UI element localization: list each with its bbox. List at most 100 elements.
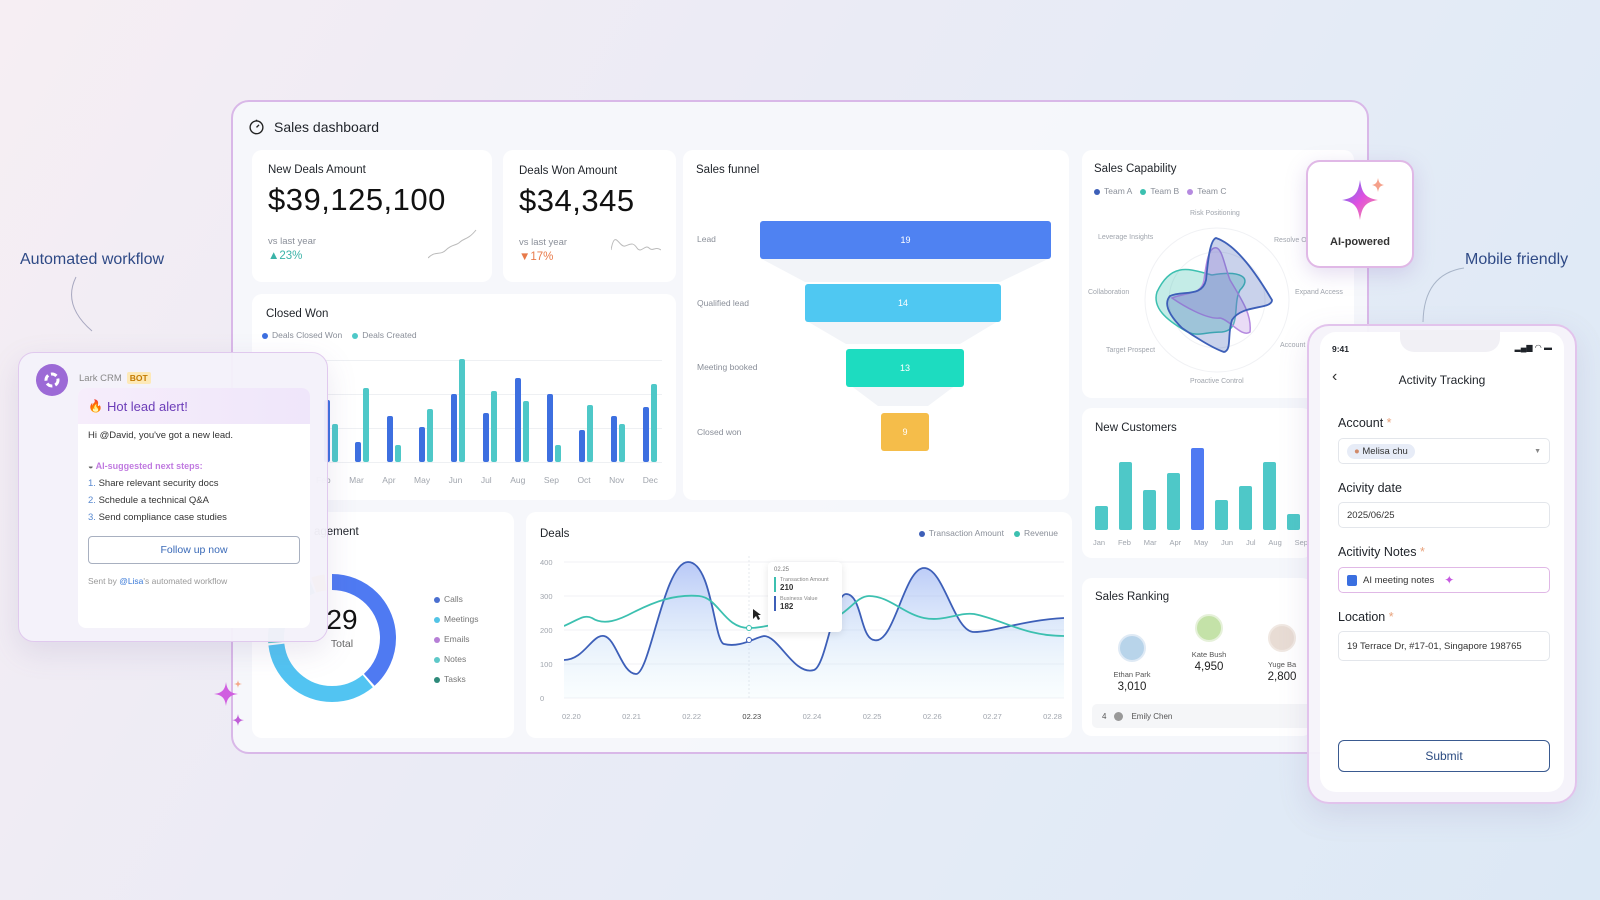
card-title: Closed Won <box>266 308 329 320</box>
card-title: Sales Ranking <box>1095 591 1170 603</box>
funnel-bar-meeting[interactable]: 13 <box>846 349 964 387</box>
ranking-person[interactable]: Yuge Ba 2,800 <box>1252 624 1312 683</box>
funnel-bar-qualified[interactable]: 14 <box>805 284 1001 322</box>
new-deals-card[interactable]: New Deals Amount $39,125,100 vs last yea… <box>252 150 492 282</box>
legend-item[interactable]: Deals Closed Won <box>262 330 342 340</box>
legend-item[interactable]: Tasks <box>434 674 479 684</box>
ranking-person[interactable]: Kate Bush 4,950 <box>1179 614 1239 673</box>
legend-item[interactable]: Deals Created <box>352 330 417 340</box>
mobile-screen: 9:41 ▂▄▆ ◠ ▬ ‹ Activity Tracking Account… <box>1320 330 1564 792</box>
legend-item[interactable]: Calls <box>434 594 479 604</box>
funnel-label: Lead <box>697 234 716 244</box>
new-customers-card: New Customers Jan Feb Mar Apr May Jun Jul Aug Se… <box>1082 408 1312 558</box>
capability-legend: Team A Team B Team C <box>1094 186 1226 196</box>
account-label: Account * <box>1338 416 1392 430</box>
sparkline <box>611 239 661 251</box>
account-select[interactable]: ● Melisa chu ▼ <box>1338 438 1550 464</box>
card-title: Sales Capability <box>1094 163 1177 175</box>
radar-chart <box>1144 227 1290 373</box>
card-title: Deals Won Amount <box>519 165 618 177</box>
ai-badge-label: AI-powered <box>1330 236 1390 248</box>
callout-mobile-friendly: Mobile friendly <box>1465 251 1569 268</box>
phone-notch <box>1400 330 1500 352</box>
card-title: New Customers <box>1095 422 1177 434</box>
chart-tooltip: 02.25 Transaction Amount 210 Business Va… <box>768 562 842 632</box>
status-icons: ▂▄▆ ◠ ▬ <box>1514 343 1552 352</box>
avatar <box>1118 634 1146 662</box>
avatar <box>1268 624 1296 652</box>
change-up: ▲23% <box>268 250 303 262</box>
status-time: 9:41 <box>1332 344 1350 354</box>
legend-item[interactable]: Emails <box>434 634 479 644</box>
card-title: Deals <box>540 528 570 540</box>
deals-line-chart <box>564 556 1064 699</box>
ranking-row[interactable]: 4 Emily Chen <box>1092 704 1312 728</box>
chat-footer: Sent by @Lisa's automated workflow <box>88 576 228 586</box>
axis-label: Resolve O <box>1274 237 1307 244</box>
sparkle-decoration-icon <box>214 680 244 726</box>
notes-label: Acitivity Notes * <box>1338 545 1425 559</box>
legend-item[interactable]: Meetings <box>434 614 479 624</box>
screen-title: Activity Tracking <box>1398 373 1486 387</box>
dashboard-header: Sales dashboard <box>248 118 379 135</box>
legend-item[interactable]: Transaction Amount <box>918 528 1004 538</box>
sales-funnel-card: Sales funnel Lead 19 Qualified lead 14 M… <box>683 150 1069 500</box>
closed-won-legend: Deals Closed Won Deals Created <box>262 330 417 340</box>
greeting-text: Hi @David, you've got a new lead. <box>88 430 234 441</box>
x-axis: 02.20 02.21 02.22 02.23 02.24 02.25 02.26 02.27… <box>562 712 1062 721</box>
ai-powered-badge: AI-powered <box>1306 160 1414 268</box>
submit-button[interactable]: Submit <box>1338 740 1550 772</box>
card-title: New Deals Amount <box>268 164 366 176</box>
avatar <box>1195 614 1223 642</box>
step-item: 1. Share relevant security docs <box>88 478 219 489</box>
account-chip: ● Melisa chu <box>1347 443 1415 459</box>
axis-label: Proactive Control <box>1190 378 1244 385</box>
deals-won-card[interactable]: Deals Won Amount $34,345 vs last year ▼1… <box>503 150 676 282</box>
funnel-bar-closed[interactable]: 9 <box>881 413 929 451</box>
callout-automated-workflow: Automated workflow <box>20 251 165 268</box>
ai-sparkle-icon[interactable]: ✦ <box>1444 573 1455 587</box>
notes-input[interactable]: AI meeting notes ✦ <box>1338 567 1550 593</box>
avatar <box>1114 711 1124 721</box>
kpi-value: $39,125,100 <box>268 182 446 217</box>
legend-item[interactable]: Notes <box>434 654 479 664</box>
legend-item[interactable]: Revenue <box>1013 528 1058 538</box>
callout-connector-right <box>1422 267 1465 323</box>
axis-label: Account <box>1280 342 1306 349</box>
sparkline <box>428 229 477 259</box>
compare-label: vs last year <box>519 237 568 248</box>
change-down: ▼17% <box>519 251 554 263</box>
sales-ranking-card: Sales Ranking Ethan Park 3,010 Kate Bush… <box>1082 578 1312 736</box>
legend-item[interactable]: Team B <box>1140 186 1179 196</box>
deals-legend: Transaction Amount Revenue <box>918 528 1058 538</box>
donut-total: 29 <box>326 604 358 635</box>
callout-connector-left <box>71 276 93 332</box>
fire-icon: 🔥 <box>88 399 103 413</box>
funnel-bar-lead[interactable]: 19 <box>760 221 1051 259</box>
legend-item[interactable]: Team A <box>1094 186 1132 196</box>
x-axis: FebMarAprMayJunJulAugSepOctNovDec <box>316 475 658 485</box>
arrow-down-icon: ▼ <box>519 251 531 263</box>
funnel-label: Qualified lead <box>697 298 749 308</box>
back-button[interactable]: ‹ <box>1332 368 1338 385</box>
chevron-down-icon: ▼ <box>1534 447 1541 455</box>
ranking-person[interactable]: Ethan Park 3,010 <box>1102 634 1162 693</box>
date-input[interactable]: 2025/06/25 <box>1338 502 1550 528</box>
x-axis: Jan Feb Mar Apr May Jun Jul Aug Sep <box>1093 538 1308 547</box>
funnel-shape <box>760 258 1050 406</box>
message-card: 🔥 Hot lead alert! Hi @David, you've got … <box>78 388 310 628</box>
axis-label: Leverage Insights <box>1098 234 1154 241</box>
axis-label: Expand Access <box>1295 289 1343 296</box>
date-label: Acivity date <box>1338 481 1402 495</box>
location-input[interactable]: 19 Terrace Dr, #17-01, Singapore 198765 <box>1338 631 1550 661</box>
user-mention[interactable]: @Lisa <box>119 576 144 586</box>
closed-won-bars <box>324 359 657 462</box>
document-icon <box>1347 574 1357 586</box>
legend-item[interactable]: Team C <box>1187 186 1226 196</box>
ai-suggestion-title: ◒ AI-suggested next steps: <box>88 461 203 471</box>
location-label: Location * <box>1338 610 1394 624</box>
engagement-legend: Calls Meetings Emails Notes Tasks <box>434 594 479 684</box>
arrow-up-icon: ▲ <box>268 250 280 262</box>
follow-up-button[interactable]: Follow up now <box>88 536 300 564</box>
kpi-value: $34,345 <box>519 183 635 218</box>
